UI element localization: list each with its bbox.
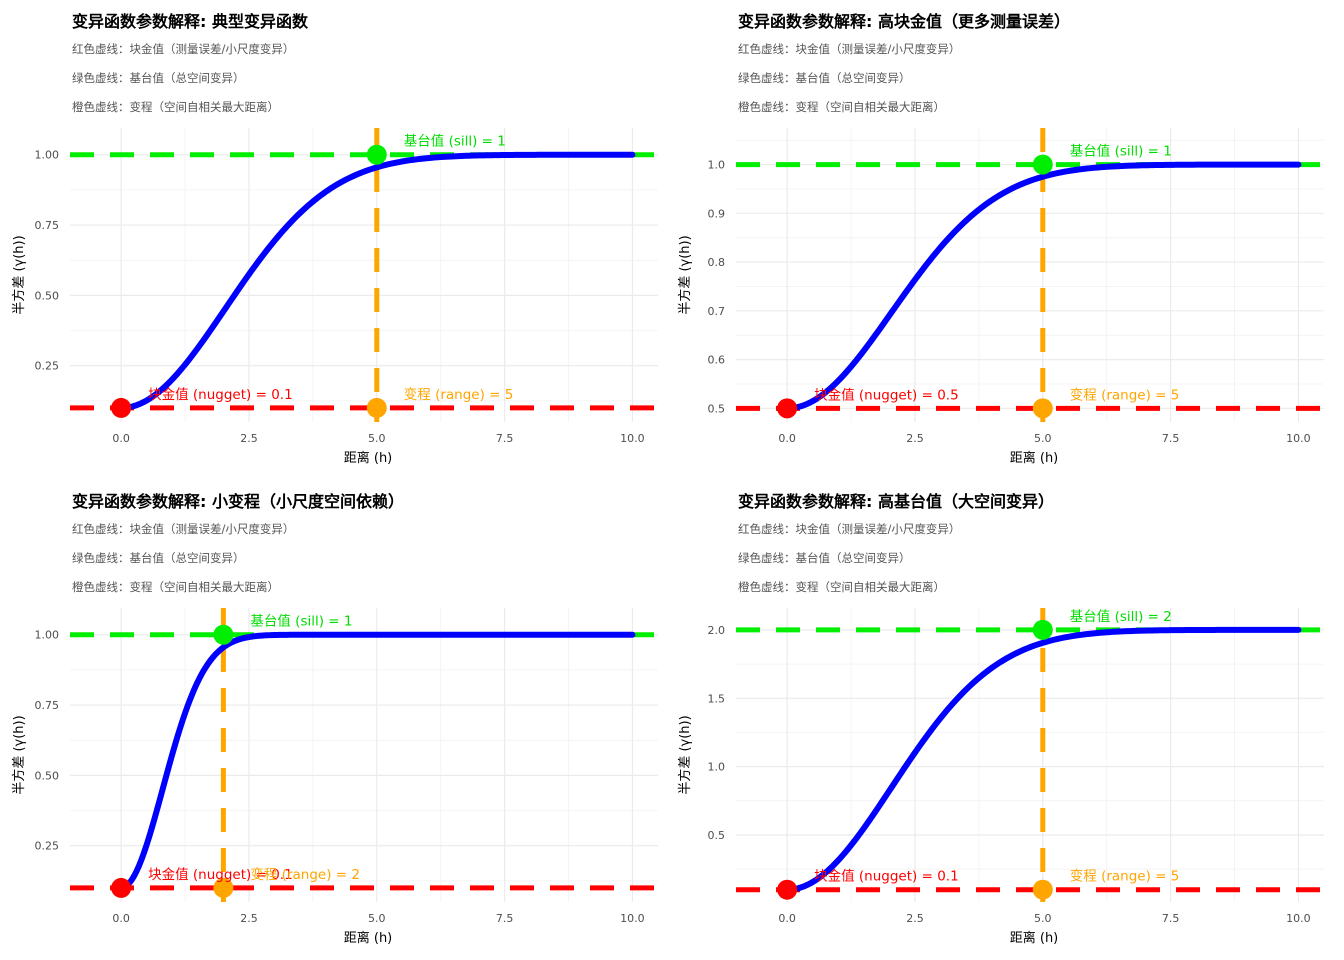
sill-point [1032,619,1053,640]
y-tick-label: 1.0 [708,761,726,774]
sill-annotation: 基台值 (sill) = 1 [1070,143,1172,160]
sill-annotation: 基台值 (sill) = 2 [1070,608,1172,625]
x-tick-label: 5.0 [368,912,386,925]
x-tick-label: 10.0 [1286,912,1311,925]
y-axis-label: 半方差 (γ(h)) [11,235,27,314]
subtitle-nugget: 红色虚线：块金值（测量误差/小尺度变异） [72,522,295,536]
y-axis-label: 半方差 (γ(h)) [11,715,27,794]
subtitle-sill: 绿色虚线：基台值（总空间变异） [738,71,911,85]
x-tick-label: 0.0 [112,912,130,925]
range-point [1032,879,1053,900]
chart-title: 变异函数参数解释: 高块金值（更多测量误差） [738,12,1070,31]
chart-canvas: 0.0 2.5 5.0 7.5 10.0 0.5 0.6 0.7 0.8 0.9 1.0 距离 (h)… [677,128,1324,466]
y-tick-label: 0.50 [35,769,60,782]
sill-point [213,624,234,645]
chart-title: 变异函数参数解释: 高基台值（大空间变异） [738,492,1054,511]
x-tick-label: 7.5 [1162,912,1180,925]
x-tick-label: 0.0 [112,432,130,445]
variogram-curve [784,626,1302,893]
chart-title: 变异函数参数解释: 典型变异函数 [72,12,308,31]
x-tick-label: 2.5 [906,432,924,445]
sill-point [366,144,387,165]
x-axis-label: 距离 (h) [1010,450,1059,466]
chart-canvas: 0.0 2.5 5.0 7.5 10.0 0.5 1.0 1.5 2.0 距离 (h) 半方差 (γ… [677,608,1324,946]
x-tick-label: 2.5 [240,432,258,445]
range-point [1032,398,1053,419]
range-point [366,397,387,418]
y-tick-label: 0.5 [708,829,726,842]
subtitle-sill: 绿色虚线：基台值（总空间变异） [72,551,245,565]
y-tick-label: 1.0 [708,159,726,172]
y-tick-label: 0.25 [35,840,60,853]
sill-annotation: 基台值 (sill) = 1 [404,133,506,150]
chart-canvas: 0.0 2.5 5.0 7.5 10.0 0.25 0.50 0.75 1.00 距离 (h) 半方… [11,608,658,946]
y-tick-label: 0.7 [708,305,726,318]
range-point [213,877,234,898]
sill-annotation: 基台值 (sill) = 1 [250,613,352,630]
y-tick-label: 1.00 [35,629,60,642]
x-tick-label: 5.0 [368,432,386,445]
nugget-annotation: 块金值 (nugget) = 0.1 [148,867,293,883]
subtitle-range: 橙色虚线：变程（空间自相关最大距离） [738,100,945,114]
subtitle-range: 橙色虚线：变程（空间自相关最大距离） [72,580,279,594]
y-tick-label: 0.75 [35,219,60,232]
chart-panel-4: 0.0 2.5 5.0 7.5 10.0 0.5 1.0 1.5 2.0 距离 (h) 半方差 (γ… [666,480,1338,960]
y-tick-label: 0.8 [708,256,726,269]
y-tick-label: 1.5 [708,692,726,705]
range-annotation: 变程 (range) = 5 [1070,869,1180,885]
x-tick-label: 5.0 [1034,432,1052,445]
y-tick-label: 0.9 [708,207,726,220]
nugget-point [777,879,798,900]
chart-panel-2: 0.0 2.5 5.0 7.5 10.0 0.5 0.6 0.7 0.8 0.9 1.0 距离 (h)… [666,0,1338,480]
x-tick-label: 7.5 [1162,432,1180,445]
x-axis-label: 距离 (h) [344,450,393,466]
nugget-annotation: 块金值 (nugget) = 0.1 [148,387,293,403]
x-tick-label: 10.0 [1286,432,1311,445]
nugget-point [777,398,798,419]
chart-title: 变异函数参数解释: 小变程（小尺度空间依赖） [72,492,404,511]
range-annotation: 变程 (range) = 2 [250,867,360,883]
variogram-curve [784,161,1302,412]
x-tick-label: 2.5 [906,912,924,925]
y-tick-label: 0.50 [35,289,60,302]
subtitle-nugget: 红色虚线：块金值（测量误差/小尺度变异） [738,42,961,56]
nugget-annotation: 块金值 (nugget) = 0.1 [814,869,959,885]
x-tick-label: 5.0 [1034,912,1052,925]
y-tick-label: 0.6 [708,354,726,367]
chart-canvas: 0.0 2.5 5.0 7.5 10.0 0.25 0.50 0.75 1.00 距离 (h) 半方… [11,128,658,466]
y-tick-label: 0.25 [35,360,60,373]
sill-point [1032,154,1053,175]
x-axis-label: 距离 (h) [1010,930,1059,946]
y-axis-label: 半方差 (γ(h)) [677,715,693,794]
x-tick-label: 10.0 [620,912,645,925]
nugget-point [111,397,132,418]
range-annotation: 变程 (range) = 5 [1070,387,1180,403]
y-axis-label: 半方差 (γ(h)) [677,235,693,314]
chart-panel-3: 0.0 2.5 5.0 7.5 10.0 0.25 0.50 0.75 1.00 距离 (h) 半方… [0,480,672,960]
subtitle-range: 橙色虚线：变程（空间自相关最大距离） [72,100,279,114]
subtitle-sill: 绿色虚线：基台值（总空间变异） [72,71,245,85]
nugget-point [111,877,132,898]
y-tick-label: 0.75 [35,699,60,712]
y-tick-label: 0.5 [708,402,726,415]
x-tick-label: 7.5 [496,432,514,445]
subtitle-nugget: 红色虚线：块金值（测量误差/小尺度变异） [72,42,295,56]
y-tick-label: 1.00 [35,149,60,162]
nugget-annotation: 块金值 (nugget) = 0.5 [814,387,959,403]
variogram-curve [118,631,636,891]
x-tick-label: 7.5 [496,912,514,925]
x-tick-label: 0.0 [778,432,796,445]
subtitle-range: 橙色虚线：变程（空间自相关最大距离） [738,580,945,594]
x-tick-label: 0.0 [778,912,796,925]
subtitle-nugget: 红色虚线：块金值（测量误差/小尺度变异） [738,522,961,536]
variogram-curve [118,151,636,411]
chart-panel-1: 0.0 2.5 5.0 7.5 10.0 0.25 0.50 0.75 1.00 距离 (h) 半方… [0,0,672,480]
x-tick-label: 2.5 [240,912,258,925]
subtitle-sill: 绿色虚线：基台值（总空间变异） [738,551,911,565]
x-tick-label: 10.0 [620,432,645,445]
y-tick-label: 2.0 [708,624,726,637]
range-annotation: 变程 (range) = 5 [404,387,514,403]
x-axis-label: 距离 (h) [344,930,393,946]
